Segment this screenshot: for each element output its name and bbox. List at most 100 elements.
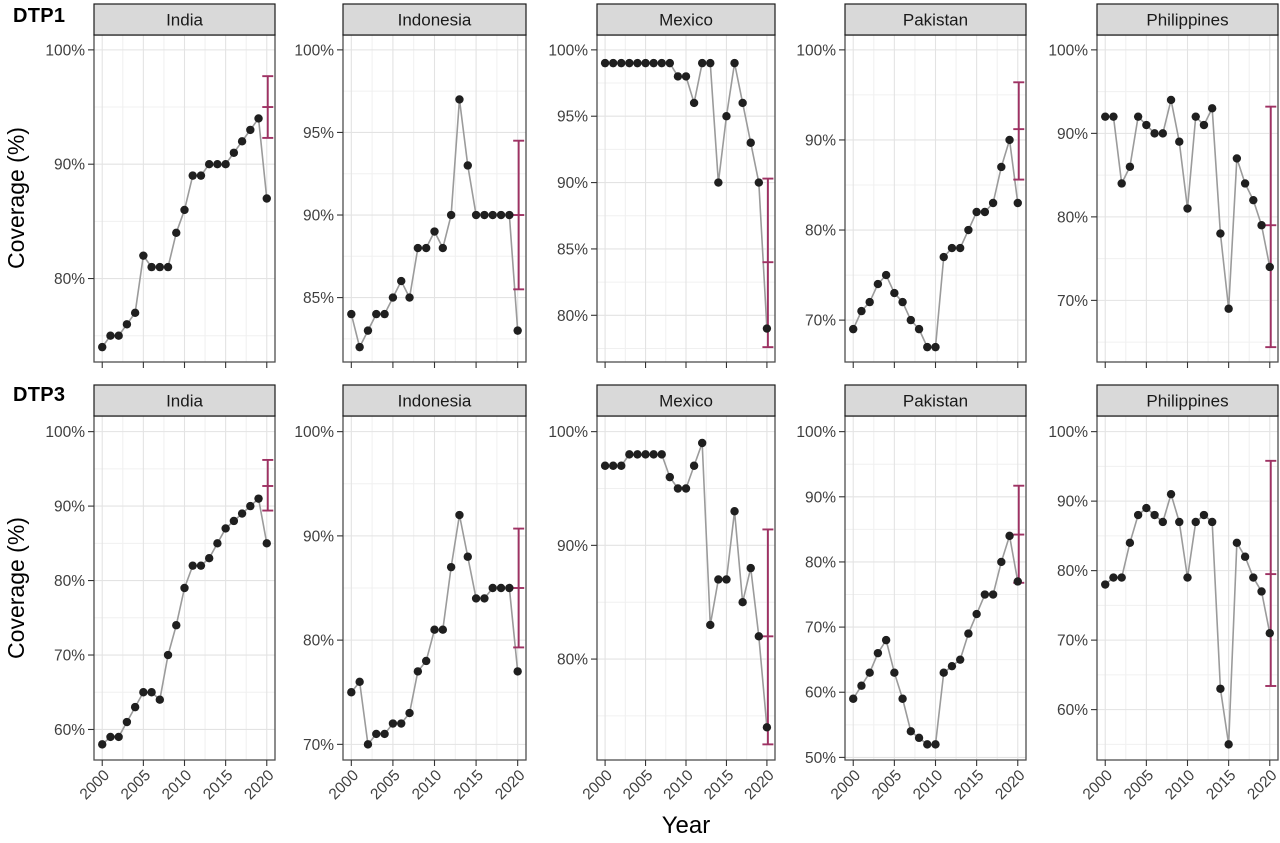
y-axis: 85% 90% 95% 100% [294, 42, 343, 307]
data-point [641, 58, 650, 68]
strip-background [844, 384, 1027, 417]
data-point [738, 598, 747, 607]
y-tick-label: 80% [54, 271, 85, 288]
data-point [762, 723, 772, 732]
data-point [463, 552, 472, 561]
data-point [608, 58, 618, 68]
data-point [1257, 587, 1266, 596]
x-tick-label: 2000 [828, 767, 865, 804]
y-axis: 80% 85% 90% 95% 100% [548, 42, 597, 325]
data-point [106, 331, 115, 340]
data-point [1249, 573, 1258, 582]
data-point [98, 342, 107, 352]
y-tick-label: 90% [557, 538, 588, 555]
data-point [438, 625, 448, 634]
x-tick-label: 2010 [910, 767, 947, 804]
data-point [931, 740, 940, 749]
data-point [997, 162, 1006, 172]
data-point [955, 243, 965, 253]
data-point [1101, 580, 1110, 589]
y-tick-label: 90% [1057, 126, 1088, 143]
data-point [380, 309, 389, 319]
facet-strip: Mexico [596, 3, 776, 36]
data-point [689, 461, 699, 470]
strip-background [93, 3, 276, 36]
data-point [754, 632, 764, 641]
data-points [600, 58, 772, 333]
x-axis [852, 362, 1019, 368]
strip-title: Indonesia [398, 11, 472, 30]
data-point [673, 72, 683, 81]
data-point [722, 575, 731, 584]
x-tick-label: 2015 [951, 767, 987, 803]
y-tick-label: 70% [1057, 633, 1088, 650]
data-point [633, 450, 642, 459]
data-point [1125, 162, 1135, 171]
gridlines [597, 35, 775, 362]
x-tick-label: 2015 [451, 767, 487, 803]
y-tick-label: 100% [548, 424, 588, 441]
y-tick-label: 90% [1057, 494, 1088, 511]
y-tick-label: 80% [54, 573, 85, 590]
data-point [890, 668, 899, 677]
data-point [229, 516, 239, 526]
y-tick-label: 80% [1057, 563, 1088, 580]
x-tick-label: 2005 [1121, 767, 1157, 803]
data-point [1265, 628, 1274, 638]
data-point [213, 539, 222, 548]
data-point [347, 309, 356, 319]
data-point [196, 561, 206, 570]
row-label-dtp1: DTP1 [13, 5, 66, 27]
data-point [641, 450, 650, 459]
data-point [496, 210, 506, 220]
data-point [480, 210, 489, 220]
data-point [617, 58, 626, 68]
data-point [665, 58, 675, 68]
x-axis-title: Year [661, 812, 711, 839]
data-point [881, 270, 891, 280]
data-point [355, 677, 364, 687]
gridlines [343, 35, 526, 362]
panel-dtp1-pakistan: Pakistan 70% 80% 90% 100% [796, 3, 1027, 368]
data-point [421, 243, 431, 253]
data-point [865, 668, 874, 677]
data-points [1101, 95, 1274, 313]
data-point [196, 171, 206, 180]
panel-dtp3-india: India 60% 70% 80% 90% 100% 2000 2005 2010 2015 202… [45, 384, 278, 803]
data-point [972, 207, 981, 217]
data-point [114, 732, 123, 742]
data-point [172, 228, 181, 238]
data-point [738, 98, 747, 108]
y-axis: 80% 90% 100% [548, 424, 597, 669]
data-point [355, 342, 364, 352]
x-axis: 2000 2005 2010 2015 2020 [77, 760, 278, 803]
data-point [139, 251, 148, 260]
data-point [1117, 179, 1126, 188]
data-point [413, 667, 423, 676]
y-tick-label: 80% [303, 633, 334, 650]
y-axis-title-row2: Coverage (%) [3, 517, 29, 659]
data-point [898, 297, 907, 307]
y-tick-label: 95% [557, 109, 588, 126]
data-point [980, 590, 990, 599]
strip-title: India [166, 392, 203, 411]
data-point [155, 262, 165, 272]
data-point [421, 656, 431, 666]
data-point [849, 694, 858, 703]
data-point [600, 461, 610, 470]
data-points [849, 531, 1022, 749]
data-point [505, 210, 514, 220]
data-point [163, 650, 173, 660]
y-axis: 60% 70% 80% 90% 100% [1048, 424, 1097, 719]
data-point [1166, 95, 1176, 105]
data-point [1207, 104, 1217, 113]
strip-background [1096, 3, 1279, 36]
row-label-dtp3: DTP3 [13, 384, 66, 406]
x-tick-label: 2015 [200, 767, 236, 803]
y-tick-label: 90% [805, 489, 836, 506]
y-tick-label: 80% [557, 652, 588, 669]
y-tick-label: 90% [54, 499, 85, 516]
data-point [147, 688, 156, 697]
